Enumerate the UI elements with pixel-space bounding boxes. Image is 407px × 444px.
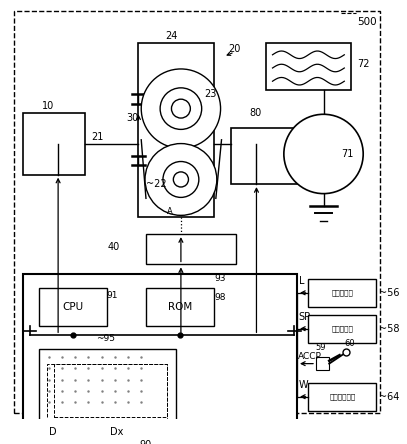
- Text: L: L: [299, 276, 304, 286]
- Text: 油温传感器: 油温传感器: [331, 289, 353, 296]
- Text: 10: 10: [42, 101, 54, 111]
- Bar: [39, 349, 176, 432]
- Text: ~64: ~64: [379, 392, 400, 402]
- Text: 加速度传感器: 加速度传感器: [329, 393, 356, 400]
- Text: 91: 91: [106, 291, 118, 300]
- Bar: [23, 274, 297, 444]
- Bar: [309, 314, 376, 343]
- Circle shape: [160, 88, 202, 129]
- Bar: [39, 288, 107, 326]
- Text: A: A: [167, 207, 173, 216]
- Bar: [23, 113, 85, 175]
- Bar: [309, 383, 376, 411]
- Bar: [309, 279, 376, 307]
- Circle shape: [163, 162, 199, 198]
- Text: ACCP: ACCP: [298, 352, 322, 361]
- Text: 80: 80: [250, 108, 262, 118]
- Bar: [146, 288, 214, 326]
- Text: 30: 30: [126, 113, 138, 123]
- Text: 60: 60: [344, 339, 355, 348]
- Text: 71: 71: [341, 149, 354, 159]
- Bar: [138, 43, 214, 217]
- Bar: [47, 364, 167, 425]
- Bar: [55, 364, 167, 417]
- Text: CPU: CPU: [63, 302, 84, 312]
- Circle shape: [171, 99, 190, 118]
- Text: 24: 24: [165, 31, 177, 40]
- Text: 72: 72: [357, 59, 370, 69]
- Text: 车速传感器: 车速传感器: [331, 325, 353, 332]
- Text: ROM: ROM: [168, 302, 192, 312]
- Text: 98: 98: [214, 293, 225, 302]
- Text: 500: 500: [357, 17, 377, 27]
- Text: SP: SP: [298, 312, 310, 322]
- Text: 59: 59: [315, 343, 326, 352]
- Text: ~56: ~56: [379, 288, 400, 298]
- Bar: [316, 357, 329, 370]
- Text: Dx: Dx: [110, 427, 123, 437]
- Circle shape: [141, 69, 221, 148]
- Text: ~95: ~95: [96, 334, 115, 343]
- Text: 21: 21: [91, 132, 103, 142]
- Text: 40: 40: [107, 242, 120, 253]
- Text: ~58: ~58: [379, 324, 400, 334]
- Bar: [231, 127, 302, 184]
- Text: D: D: [49, 427, 56, 437]
- Bar: [146, 234, 236, 265]
- Bar: [266, 43, 351, 90]
- Text: W: W: [299, 380, 309, 390]
- Circle shape: [284, 114, 363, 194]
- Circle shape: [173, 172, 188, 187]
- Text: 20: 20: [228, 44, 241, 54]
- Text: 90: 90: [140, 440, 152, 444]
- Circle shape: [145, 143, 217, 215]
- Text: 23: 23: [205, 89, 217, 99]
- Text: 93: 93: [214, 274, 225, 283]
- Text: ~22: ~22: [146, 179, 166, 189]
